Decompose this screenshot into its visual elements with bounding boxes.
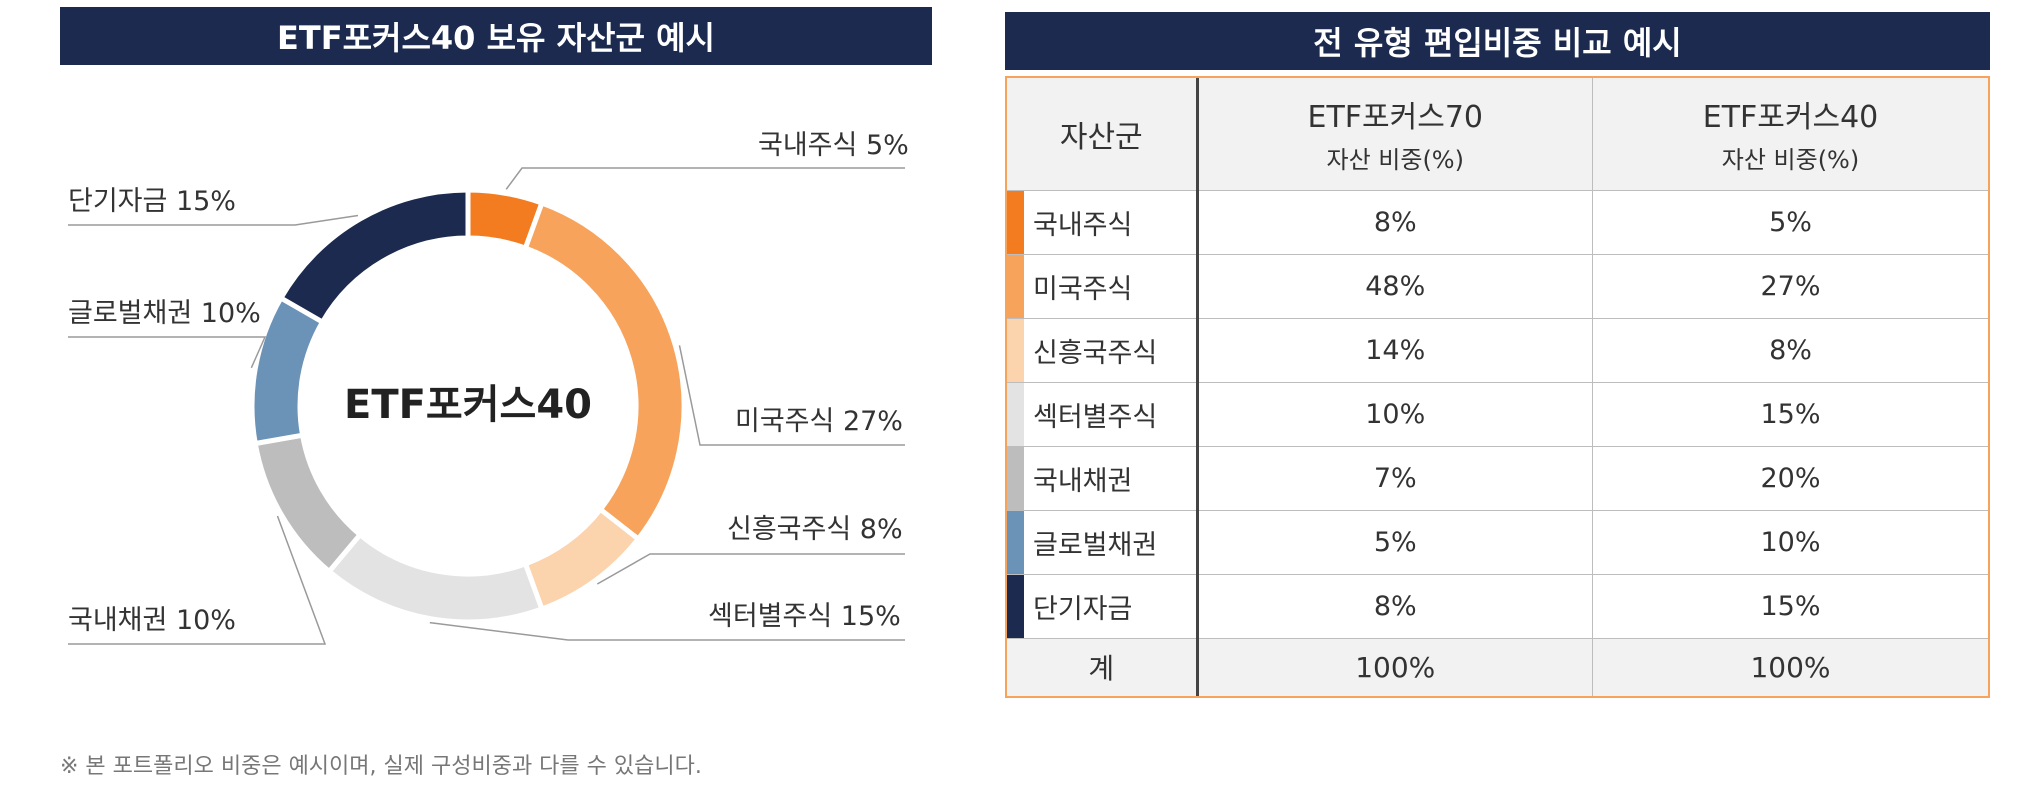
- leader-line-domestic-bond: [68, 515, 327, 645]
- value-focus70: 48%: [1196, 253, 1593, 319]
- asset-label: 섹터별주식: [1033, 401, 1158, 433]
- table-row: 섹터별주식 10% 15%: [1007, 381, 1988, 447]
- value-focus70: 10%: [1196, 381, 1593, 447]
- asset-label: 글로벌채권: [1033, 529, 1158, 561]
- total-focus70: 100%: [1196, 637, 1593, 696]
- total-label: 계: [1007, 637, 1199, 696]
- color-swatch: [1007, 254, 1024, 318]
- table-header-row: 자산군 ETF포커스70 자산 비중(%) ETF포커스40 자산 비중(%): [1007, 78, 1988, 191]
- asset-cell: 국내채권: [1007, 445, 1199, 511]
- footnote: ※ 본 포트폴리오 비중은 예시이며, 실제 구성비중과 다를 수 있습니다.: [60, 754, 702, 779]
- header-focus40-sub: 자산 비중(%): [1721, 146, 1860, 175]
- value-focus40: 15%: [1592, 573, 1988, 639]
- header-focus70-name: ETF포커스70: [1307, 100, 1483, 136]
- table-row: 단기자금 8% 15%: [1007, 573, 1988, 639]
- table-row: 미국주식 48% 27%: [1007, 253, 1988, 319]
- header-focus70: ETF포커스70 자산 비중(%): [1196, 78, 1593, 191]
- value-focus40: 10%: [1592, 509, 1988, 575]
- color-swatch: [1007, 382, 1024, 446]
- value-focus70: 14%: [1196, 317, 1593, 383]
- value-focus70: 7%: [1196, 445, 1593, 511]
- donut-slice-sector-equity: [325, 531, 546, 625]
- value-focus40: 27%: [1592, 253, 1988, 319]
- asset-cell: 국내주식: [1007, 189, 1199, 255]
- leader-line-short-term-fund: [68, 214, 359, 226]
- table-row: 국내주식 8% 5%: [1007, 189, 1988, 255]
- leader-line-global-bond: [68, 336, 267, 369]
- donut-slice-em-equity: [522, 505, 642, 613]
- allocation-table: 자산군 ETF포커스70 자산 비중(%) ETF포커스40 자산 비중(%) …: [1005, 76, 1990, 698]
- donut-chart: [68, 167, 905, 645]
- asset-cell: 섹터별주식: [1007, 381, 1199, 447]
- asset-label: 단기자금: [1033, 593, 1133, 625]
- donut-slice-us-equity: [522, 199, 687, 543]
- callout-em-equity: 신흥국주식 8%: [727, 514, 903, 545]
- donut-slice-domestic-bond: [252, 432, 364, 575]
- table-row: 신흥국주식 14% 8%: [1007, 317, 1988, 383]
- callout-domestic-bond: 국내채권 10%: [68, 605, 236, 636]
- leader-line-em-equity: [596, 553, 905, 585]
- header-focus40: ETF포커스40 자산 비중(%): [1592, 78, 1988, 191]
- value-focus70: 5%: [1196, 509, 1593, 575]
- callout-us-equity: 미국주식 27%: [735, 406, 903, 437]
- asset-cell: 신흥국주식: [1007, 317, 1199, 383]
- callout-global-bond: 글로벌채권 10%: [68, 298, 261, 329]
- asset-cell: 미국주식: [1007, 253, 1199, 319]
- asset-label: 신흥국주식: [1033, 337, 1158, 369]
- leader-line-domestic-equity: [505, 167, 905, 190]
- header-focus70-sub: 자산 비중(%): [1326, 146, 1464, 175]
- table-row: 국내채권 7% 20%: [1007, 445, 1988, 511]
- table-title: 전 유형 편입비중 비교 예시: [1005, 12, 1990, 70]
- total-focus40: 100%: [1592, 637, 1988, 696]
- callout-sector-equity: 섹터별주식 15%: [708, 601, 901, 632]
- leader-line-sector-equity: [429, 621, 905, 641]
- table-total-row: 계 100% 100%: [1007, 637, 1988, 696]
- color-swatch: [1007, 190, 1024, 254]
- donut-center-label: ETF포커스40: [344, 382, 592, 428]
- color-swatch: [1007, 574, 1024, 638]
- chart-title: ETF포커스40 보유 자산군 예시: [60, 7, 932, 65]
- color-swatch: [1007, 510, 1024, 574]
- header-focus40-name: ETF포커스40: [1702, 100, 1879, 136]
- callout-short-term-fund: 단기자금 15%: [68, 186, 236, 217]
- asset-label: 국내채권: [1033, 465, 1133, 497]
- callout-domestic-equity: 국내주식 5%: [758, 130, 909, 161]
- color-swatch: [1007, 446, 1024, 510]
- value-focus40: 15%: [1592, 381, 1988, 447]
- table-row: 글로벌채권 5% 10%: [1007, 509, 1988, 575]
- value-focus70: 8%: [1196, 573, 1593, 639]
- donut-slice-short-term-fund: [277, 187, 471, 326]
- header-asset: 자산군: [1007, 78, 1199, 191]
- value-focus70: 8%: [1196, 189, 1593, 255]
- asset-cell: 단기자금: [1007, 573, 1199, 639]
- asset-label: 미국주식: [1033, 273, 1133, 305]
- leader-line-us-equity: [678, 345, 905, 446]
- value-focus40: 5%: [1592, 189, 1988, 255]
- value-focus40: 8%: [1592, 317, 1988, 383]
- asset-cell: 글로벌채권: [1007, 509, 1199, 575]
- asset-label: 국내주식: [1033, 209, 1133, 241]
- value-focus40: 20%: [1592, 445, 1988, 511]
- color-swatch: [1007, 318, 1024, 382]
